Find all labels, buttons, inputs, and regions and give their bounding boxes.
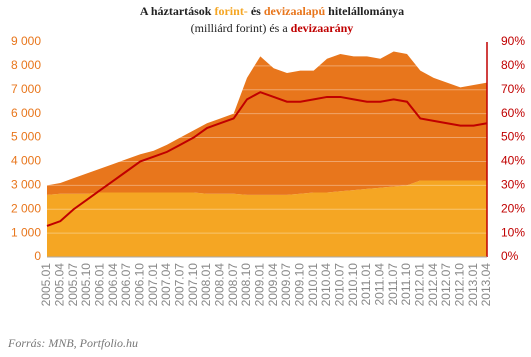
x-tick-label: 2006.10 (133, 263, 147, 307)
y2-tick-label: 10% (501, 225, 525, 239)
y-tick-label: 2 000 (11, 201, 41, 215)
x-tick-label: 2011.04 (373, 263, 387, 306)
x-tick-label: 2013.01 (466, 263, 480, 307)
area (47, 180, 487, 257)
y2-tick-label: 20% (501, 201, 525, 215)
x-tick-label: 2011.01 (359, 263, 373, 306)
x-tick-label: 2005.04 (53, 263, 67, 307)
x-tick-label: 2008.04 (213, 263, 227, 307)
y-tick-label: 5 000 (11, 130, 41, 144)
chart-title: A háztartások forint- és devizaalapú hit… (140, 4, 404, 18)
y-tick-label: 0 (34, 249, 41, 263)
x-tick-label: 2007.04 (159, 263, 173, 307)
y-tick-label: 9 000 (11, 34, 41, 48)
subtitle-part: devizaarány (291, 21, 354, 35)
x-tick-label: 2011.07 (386, 263, 400, 306)
source: Forrás: MNB, Portfolio.hu (7, 336, 138, 350)
y2-tick-label: 70% (501, 82, 525, 96)
y-tick-label: 6 000 (11, 106, 41, 120)
y2-tick-label: 0% (501, 249, 519, 263)
x-tick-label: 2011.10 (399, 263, 413, 306)
title-part: forint- (214, 4, 247, 18)
x-tick-label: 2012.10 (453, 263, 467, 307)
y2-tick-label: 30% (501, 178, 525, 192)
y-tick-label: 7 000 (11, 82, 41, 96)
x-tick-label: 2007.01 (146, 263, 160, 307)
title-part: hitelállománya (325, 4, 404, 18)
x-tick-label: 2005.01 (39, 263, 53, 307)
y-tick-label: 1 000 (11, 225, 41, 239)
x-tick-label: 2007.07 (173, 263, 187, 307)
x-tick-label: 2010.04 (319, 263, 333, 307)
x-tick-label: 2012.01 (413, 263, 427, 307)
x-tick-label: 2009.10 (293, 263, 307, 307)
y-tick-label: 4 000 (11, 154, 41, 168)
x-tick-label: 2007.10 (186, 263, 200, 307)
title-part: A háztartások (140, 4, 215, 18)
x-tick-label: 2008.07 (226, 263, 240, 307)
x-tick-label: 2006.07 (119, 263, 133, 307)
y-tick-label: 8 000 (11, 58, 41, 72)
x-tick-label: 2006.04 (106, 263, 120, 307)
x-tick-label: 2010.10 (346, 263, 360, 307)
line (46, 91, 488, 227)
subtitle-part: (milliárd forint) és a (191, 21, 291, 35)
x-tick-label: 2009.04 (266, 263, 280, 307)
x-tick-label: 2005.07 (66, 263, 80, 307)
y2-tick-label: 80% (501, 58, 525, 72)
x-tick-label: 2012.04 (426, 263, 440, 307)
x-tick-label: 2008.10 (239, 263, 253, 307)
title-part: devizaalapú (264, 4, 326, 18)
y2-tick-label: 90% (501, 34, 525, 48)
x-tick-label: 2012.07 (439, 263, 453, 307)
x-tick-label: 2009.01 (253, 263, 267, 307)
area (47, 51, 487, 195)
x-tick-label: 2010.07 (333, 263, 347, 307)
y2-tick-label: 40% (501, 154, 525, 168)
y2-tick-label: 50% (501, 130, 525, 144)
y2-tick-label: 60% (501, 106, 525, 120)
chart-subtitle: (milliárd forint) és a devizaarány (191, 21, 354, 35)
x-tick-label: 2008.01 (199, 263, 213, 307)
x-tick-label: 2010.01 (306, 263, 320, 307)
x-tick-label: 2009.07 (279, 263, 293, 307)
x-tick-label: 2013.04 (479, 263, 493, 307)
title-part: és (248, 4, 264, 18)
x-tick-label: 2006.01 (93, 263, 107, 307)
x-tick-label: 2005.10 (79, 263, 93, 307)
y-tick-label: 3 000 (11, 178, 41, 192)
